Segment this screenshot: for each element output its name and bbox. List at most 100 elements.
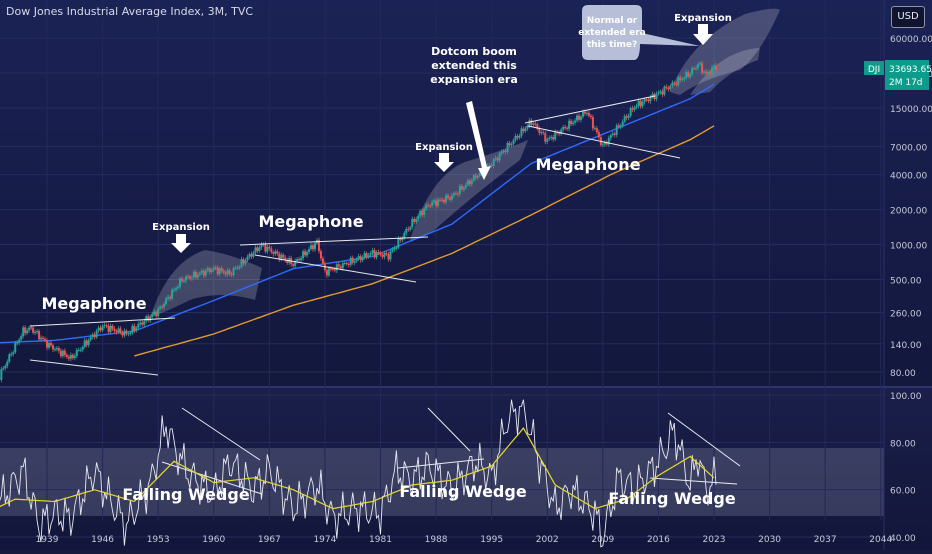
candle-body [135, 328, 137, 331]
candle-body [10, 354, 12, 355]
candle-body [675, 84, 677, 86]
candle-body [443, 200, 445, 202]
candle-body [685, 72, 687, 78]
price-tick-label: 80.00 [890, 369, 916, 379]
candle-body [473, 175, 475, 180]
candle-body [266, 247, 268, 252]
candle-body [74, 356, 76, 358]
candle-body [489, 165, 491, 166]
expansion-label-1: Expansion [152, 222, 210, 233]
time-tick-label: 2002 [536, 535, 559, 545]
bubble-text-line-3: this time? [587, 40, 637, 50]
candle-body [312, 245, 314, 249]
candle-body [354, 261, 356, 263]
candle-body [248, 254, 250, 257]
candle-body [493, 159, 495, 166]
candle-body [80, 350, 82, 351]
candle-body [362, 257, 364, 260]
candle-body [153, 312, 155, 315]
candle-body [364, 253, 366, 257]
candle-body [548, 138, 550, 139]
candle-body [320, 251, 322, 258]
candle-body [88, 340, 90, 345]
candle-body [46, 340, 48, 347]
candle-body [304, 251, 306, 255]
candle-body [445, 195, 447, 202]
candle-body [245, 260, 247, 263]
candle-body [328, 268, 330, 275]
candle-body [326, 270, 328, 275]
candle-body [84, 340, 86, 347]
dotcom-label-line-2: extended this [431, 59, 517, 72]
candle-body [687, 72, 689, 77]
candle-body [254, 247, 256, 252]
candle-body [576, 116, 578, 121]
candle-body [715, 66, 717, 70]
candle-body [441, 200, 443, 201]
candle-body [346, 263, 348, 264]
candle-body [123, 331, 125, 336]
candle-body [669, 86, 671, 89]
candle-body [189, 277, 191, 279]
time-tick-label: 1946 [91, 535, 114, 545]
candle-body [437, 200, 439, 206]
candle-body [280, 255, 282, 260]
candle-body [405, 229, 407, 233]
candle-body [516, 136, 518, 138]
time-tick-label: 1995 [480, 535, 503, 545]
time-tick-label: 1953 [147, 535, 170, 545]
falling-wedge-label-3: Falling Wedge [608, 489, 735, 508]
candle-body [209, 269, 211, 272]
candle-body [48, 343, 50, 348]
price-tick-label: 7000.00 [890, 143, 927, 153]
currency-button[interactable]: USD [891, 6, 925, 28]
candle-body [461, 186, 463, 190]
candle-body [197, 275, 199, 278]
candle-body [300, 258, 302, 260]
candle-body [203, 271, 205, 276]
falling-wedge-label-2: Falling Wedge [399, 482, 526, 501]
candle-body [342, 263, 344, 268]
candle-body [503, 151, 505, 152]
candle-body [419, 211, 421, 216]
candle-body [378, 252, 380, 253]
candle-body [12, 352, 14, 354]
candle-body [125, 331, 127, 334]
candle-body [417, 216, 419, 219]
candle-body [540, 132, 542, 133]
candle-body [695, 68, 697, 69]
candle-body [332, 269, 334, 270]
candle-body [703, 71, 705, 72]
candle-body [229, 270, 231, 274]
megaphone-label-1: Megaphone [41, 294, 146, 313]
bubble-text-line-1: Normal or [587, 16, 638, 26]
candle-body [691, 68, 693, 74]
candle-body [98, 328, 100, 331]
candle-body [340, 267, 342, 269]
candle-body [707, 72, 709, 74]
candle-body [620, 125, 622, 126]
time-tick-label: 2023 [703, 535, 726, 545]
candle-body [90, 337, 92, 340]
candle-body [638, 101, 640, 106]
candle-body [199, 273, 201, 275]
candle-body [455, 193, 457, 194]
candle-body [366, 253, 368, 257]
candle-body [389, 251, 391, 259]
candle-body [106, 325, 108, 326]
candle-body [201, 271, 203, 273]
candle-body [121, 332, 123, 335]
candle-body [292, 264, 294, 266]
candle-body [239, 267, 241, 268]
expansion-label-2: Expansion [415, 142, 473, 153]
candle-body [578, 116, 580, 120]
candle-body [310, 245, 312, 249]
candle-body [528, 120, 530, 126]
candle-body [701, 63, 703, 73]
candle-body [588, 113, 590, 116]
price-tick-label: 140.00 [890, 341, 922, 351]
candle-body [532, 123, 534, 124]
candle-body [62, 351, 64, 356]
